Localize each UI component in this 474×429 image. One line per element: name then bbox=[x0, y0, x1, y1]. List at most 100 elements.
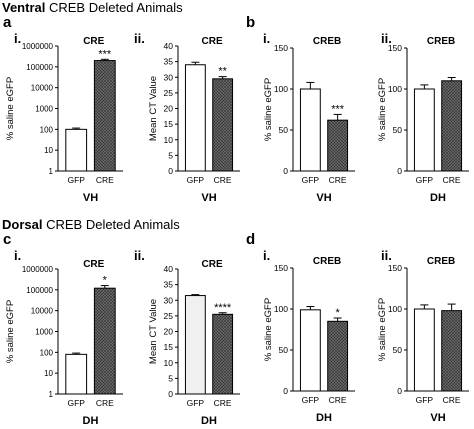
bar-gfp bbox=[65, 128, 88, 172]
y-tick-label: 50 bbox=[279, 345, 289, 355]
y-axis-label: Mean CT Value bbox=[148, 299, 159, 364]
x-tick-label: GFP bbox=[416, 395, 434, 405]
sub-label-a-ii: ii. bbox=[134, 31, 145, 46]
y-tick-label: 15 bbox=[164, 119, 174, 129]
y-axis-label: % saline eGFP bbox=[377, 298, 388, 361]
panel-letter-a: a bbox=[3, 14, 12, 31]
x-axis-label: DH bbox=[430, 192, 446, 204]
y-tick-label: 1 bbox=[49, 390, 54, 399]
x-axis-label: DH bbox=[316, 412, 332, 424]
chart-title: CREB bbox=[313, 256, 341, 267]
y-tick-label: 1000 bbox=[35, 328, 53, 337]
chart-title: CRE bbox=[83, 36, 104, 47]
y-tick-label: 50 bbox=[393, 345, 403, 355]
bar-cre bbox=[212, 313, 234, 395]
bar-gfp bbox=[65, 353, 88, 395]
bar-cre bbox=[93, 287, 116, 395]
y-tick-label: 30 bbox=[164, 295, 174, 305]
y-tick-label: 25 bbox=[164, 88, 174, 98]
section-title-dorsal: Dorsal CREB Deleted Animals bbox=[2, 217, 180, 232]
section-title-ventral: Ventral CREB Deleted Animals bbox=[2, 0, 183, 15]
sub-label-b-ii: ii. bbox=[381, 31, 392, 46]
y-tick-label: 100 bbox=[40, 125, 54, 134]
significance-stars: ** bbox=[218, 66, 227, 78]
significance-stars: *** bbox=[331, 103, 345, 115]
x-tick-label: CRE bbox=[214, 175, 232, 185]
x-tick-label: CRE bbox=[96, 398, 114, 408]
significance-stars: *** bbox=[98, 48, 112, 60]
y-tick-label: 10 bbox=[44, 146, 53, 155]
y-axis-label: Mean CT Value bbox=[148, 76, 159, 141]
bar-gfp bbox=[413, 88, 435, 172]
sub-label-c-i: i. bbox=[14, 248, 22, 263]
y-tick-label: 1000000 bbox=[22, 42, 54, 51]
y-tick-label: 150 bbox=[388, 263, 402, 273]
x-tick-label: GFP bbox=[67, 175, 85, 185]
x-tick-label: CRE bbox=[329, 175, 347, 185]
bar-cre bbox=[327, 119, 349, 172]
sub-label-d-i: i. bbox=[263, 248, 271, 263]
y-tick-label: 10 bbox=[164, 135, 174, 145]
significance-stars: **** bbox=[214, 302, 232, 314]
y-tick-label: 100 bbox=[274, 304, 288, 314]
y-tick-label: 0 bbox=[283, 166, 288, 176]
x-axis-label: VH bbox=[430, 412, 445, 424]
y-tick-label: 100 bbox=[40, 348, 54, 357]
x-tick-label: GFP bbox=[416, 175, 434, 185]
y-tick-label: 15 bbox=[164, 342, 174, 352]
y-tick-label: 50 bbox=[279, 125, 289, 135]
bar-cre bbox=[212, 78, 234, 172]
y-tick-label: 10 bbox=[164, 358, 174, 368]
y-tick-label: 150 bbox=[388, 43, 402, 53]
y-tick-label: 0 bbox=[168, 389, 173, 399]
y-tick-label: 0 bbox=[283, 386, 288, 396]
y-tick-label: 100000 bbox=[26, 286, 53, 295]
bar-cre bbox=[441, 310, 463, 392]
y-tick-label: 100 bbox=[274, 84, 288, 94]
y-tick-label: 40 bbox=[164, 41, 174, 51]
y-axis-label: % saline eGFP bbox=[5, 300, 16, 363]
x-tick-label: GFP bbox=[187, 175, 205, 185]
y-tick-label: 10000 bbox=[31, 84, 54, 93]
sub-label-a-i: i. bbox=[14, 31, 22, 46]
bar-gfp bbox=[413, 308, 435, 392]
chart-title: CRE bbox=[202, 259, 223, 270]
chart-title: CRE bbox=[83, 259, 104, 270]
chart-title: CREB bbox=[427, 256, 455, 267]
y-tick-label: 5 bbox=[168, 373, 173, 383]
x-tick-label: CRE bbox=[214, 398, 232, 408]
y-axis-label: % saline eGFP bbox=[5, 77, 16, 140]
chart-title: CREB bbox=[313, 36, 341, 47]
y-tick-label: 1 bbox=[49, 167, 54, 176]
panel-letter-d: d bbox=[246, 231, 256, 248]
sub-label-b-i: i. bbox=[263, 31, 271, 46]
y-tick-label: 100 bbox=[388, 304, 402, 314]
y-tick-label: 1000 bbox=[35, 105, 53, 114]
y-tick-label: 35 bbox=[164, 280, 174, 290]
y-tick-label: 20 bbox=[164, 104, 174, 114]
x-axis-label: VH bbox=[316, 192, 331, 204]
y-tick-label: 150 bbox=[274, 43, 288, 53]
y-tick-label: 10000 bbox=[31, 307, 54, 316]
x-axis-label: VH bbox=[83, 192, 98, 204]
panel-letter-c: c bbox=[3, 231, 12, 248]
x-tick-label: GFP bbox=[302, 395, 320, 405]
y-axis-label: % saline eGFP bbox=[377, 78, 388, 141]
significance-stars: * bbox=[103, 275, 108, 287]
chart-title: CRE bbox=[202, 36, 223, 47]
y-tick-label: 100000 bbox=[26, 63, 53, 72]
bar-gfp bbox=[184, 64, 206, 172]
x-tick-label: GFP bbox=[67, 398, 85, 408]
y-tick-label: 20 bbox=[164, 327, 174, 337]
bar-cre bbox=[93, 60, 116, 172]
sub-label-c-ii: ii. bbox=[134, 248, 145, 263]
y-tick-label: 5 bbox=[168, 150, 173, 160]
x-axis-label: VH bbox=[201, 192, 216, 204]
y-tick-label: 40 bbox=[164, 264, 174, 274]
y-tick-label: 0 bbox=[168, 166, 173, 176]
y-tick-label: 25 bbox=[164, 311, 174, 321]
bar-cre bbox=[441, 80, 463, 172]
panel-letter-b: b bbox=[246, 14, 256, 31]
x-tick-label: CRE bbox=[96, 175, 114, 185]
